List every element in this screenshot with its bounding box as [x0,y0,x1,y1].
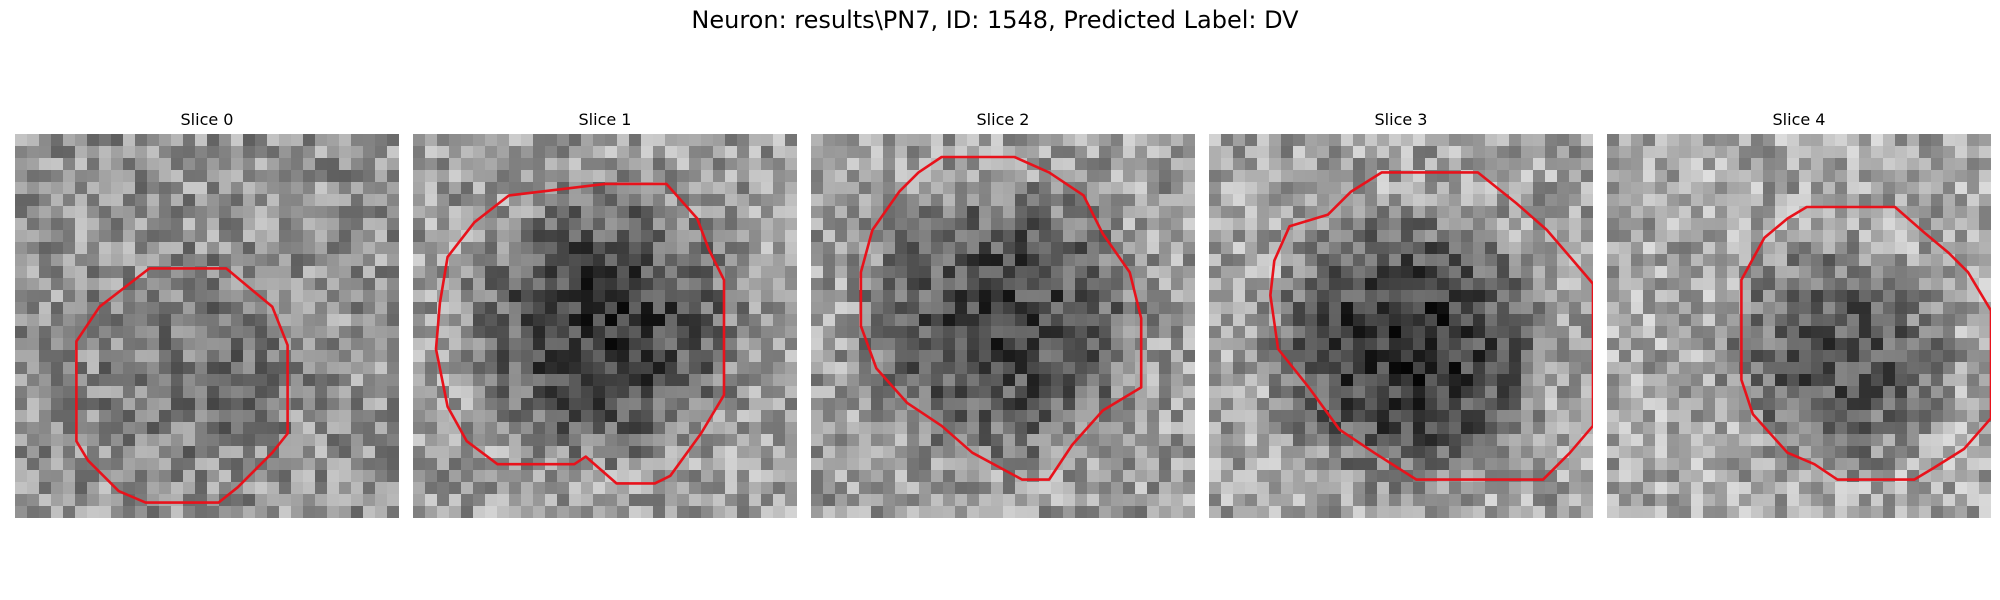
slice-panel: Slice 1 [413,108,797,518]
slice-title: Slice 1 [413,108,797,132]
pixel-grid [1209,134,1593,518]
slice-panel: Slice 3 [1209,108,1593,518]
pixel-grid [811,134,1195,518]
slice-image [15,134,399,518]
slice-image [1607,134,1991,518]
slice-title: Slice 3 [1209,108,1593,132]
pixel-grid [413,134,797,518]
pixel-grid [15,134,399,518]
slice-title: Slice 0 [15,108,399,132]
slice-image [811,134,1195,518]
slice-panel: Slice 2 [811,108,1195,518]
slice-panel: Slice 4 [1607,108,1991,518]
slice-panel: Slice 0 [15,108,399,518]
slice-title: Slice 2 [811,108,1195,132]
figure-title: Neuron: results\PN7, ID: 1548, Predicted… [0,6,1990,34]
slice-image [1209,134,1593,518]
slice-title: Slice 4 [1607,108,1991,132]
pixel-grid [1607,134,1991,518]
slice-image [413,134,797,518]
